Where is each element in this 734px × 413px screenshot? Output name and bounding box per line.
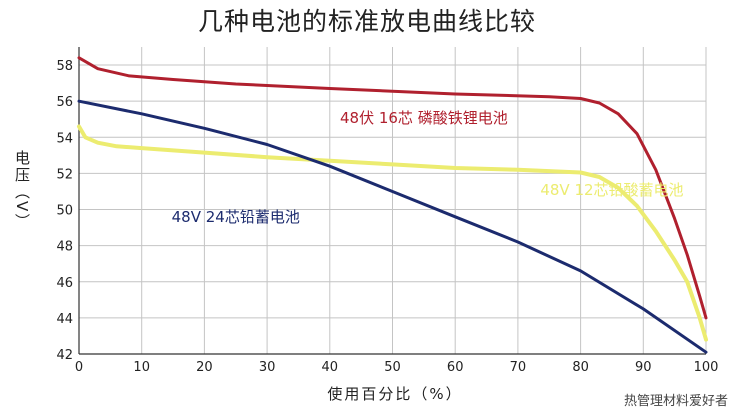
series-line [77,99,708,354]
x-tick-label: 0 [75,360,83,375]
series-line [77,56,708,320]
watermark: 热管理材料爱好者 [623,394,728,409]
x-tick-label: 60 [447,360,464,375]
chart-title: 几种电池的标准放电曲线比较 [197,7,536,36]
y-tick-label: 58 [56,59,73,74]
y-tick-label: 46 [56,276,73,291]
y-tick-label: 50 [56,204,73,219]
y-axis-label: 电压（V） [13,150,31,231]
x-tick-label: 40 [322,360,339,375]
series-label: 48伏 16芯 磷酸铁锂电池 [340,109,508,127]
x-tick-label: 50 [384,360,401,375]
series-line [77,124,708,342]
x-tick-label: 100 [694,360,719,375]
x-tick-label: 30 [259,360,276,375]
y-tick-label: 56 [56,95,73,110]
y-tick-label: 48 [56,240,73,255]
x-tick-label: 80 [572,360,589,375]
x-tick-label: 70 [510,360,527,375]
x-tick-label: 10 [133,360,150,375]
y-tick-label: 54 [56,131,73,146]
y-tick-label: 42 [56,348,73,363]
x-tick-label: 20 [196,360,213,375]
y-tick-label: 44 [56,312,73,327]
series-label: 48V 12芯铅酸蓄电池 [540,181,683,199]
x-tick-label: 90 [635,360,652,375]
y-tick-label: 52 [56,167,73,182]
x-axis-label: 使用百分比（%） [327,385,463,403]
series-label: 48V 24芯铅蓄电池 [172,208,300,226]
